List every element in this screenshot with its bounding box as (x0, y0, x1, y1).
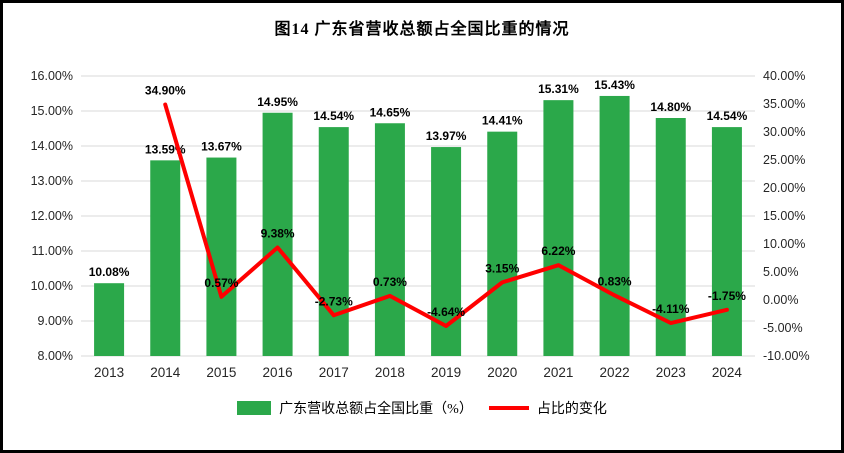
line-value-label: -4.11% (652, 302, 690, 316)
right-axis-tick-label: 25.00% (763, 153, 805, 167)
bar-value-label: 14.80% (650, 100, 691, 114)
line-value-label: 9.38% (261, 226, 295, 240)
legend-item-line: 占比的变化 (488, 398, 607, 418)
line-series-label: 占比的变化 (536, 402, 607, 417)
x-axis-label: 2018 (375, 365, 405, 380)
x-axis-label: 2013 (94, 365, 124, 380)
bar (711, 127, 742, 356)
x-axis-label: 2021 (543, 365, 573, 380)
left-axis-tick-label: 9.00% (38, 314, 73, 328)
line-value-label: -2.73% (315, 294, 353, 308)
bar-value-label: 15.31% (538, 82, 579, 96)
x-axis-label: 2020 (487, 365, 517, 380)
x-axis-label: 2015 (206, 365, 236, 380)
left-axis-tick-label: 12.00% (31, 209, 73, 223)
bar-value-label: 14.65% (370, 105, 411, 119)
right-axis-tick-label: 40.00% (763, 69, 805, 83)
left-axis-tick-label: 11.00% (32, 244, 73, 258)
bar (262, 112, 293, 356)
bar-value-label: 14.95% (257, 95, 298, 109)
line-value-label: 0.83% (598, 274, 632, 288)
bar-value-label: 14.54% (707, 109, 748, 123)
legend: 广东营收总额占全国比重（%） 占比的变化 (3, 398, 841, 418)
bar (374, 123, 405, 356)
line-value-label: 0.57% (204, 276, 238, 290)
bar-value-label: 14.54% (313, 109, 354, 123)
bar (94, 283, 125, 356)
bar-value-label: 10.08% (89, 265, 130, 279)
left-axis-tick-label: 8.00% (38, 349, 73, 363)
x-axis-label: 2022 (600, 365, 630, 380)
line-value-label: 6.22% (541, 244, 575, 258)
right-axis-tick-label: 5.00% (763, 265, 798, 279)
bar-value-label: 13.97% (426, 129, 467, 143)
x-axis-label: 2017 (319, 365, 349, 380)
line-value-label: -1.75% (708, 289, 746, 303)
left-axis-tick-label: 10.00% (31, 279, 73, 293)
x-axis-label: 2016 (263, 365, 293, 380)
right-axis-tick-label: 0.00% (763, 293, 798, 307)
line-value-label: -4.64% (427, 305, 465, 319)
x-axis-label: 2014 (150, 365, 181, 380)
left-axis-tick-label: 13.00% (31, 174, 73, 188)
bar (543, 100, 574, 357)
bar (599, 95, 630, 356)
chart-title: 图14 广东省营收总额占全国比重的情况 (274, 21, 570, 38)
right-axis-tick-label: 15.00% (763, 209, 805, 223)
line-value-label: 0.73% (373, 275, 407, 289)
legend-item-bars: 广东营收总额占全国比重（%） (237, 398, 473, 418)
right-axis-tick-label: -5.00% (763, 321, 803, 335)
right-axis-tick-label: 30.00% (763, 125, 805, 139)
line-value-label: 3.15% (485, 261, 519, 275)
line-value-label: 34.90% (145, 84, 186, 98)
bar (318, 127, 349, 356)
x-axis-label: 2024 (712, 365, 743, 380)
line-series-swatch-icon (488, 406, 529, 410)
bar-series-swatch-icon (237, 401, 272, 415)
right-axis-tick-label: 20.00% (763, 181, 805, 195)
bar-value-label: 15.43% (594, 78, 635, 92)
left-axis-tick-label: 16.00% (31, 69, 73, 83)
right-axis-tick-label: 35.00% (763, 97, 805, 111)
bar-value-label: 14.41% (482, 114, 523, 128)
bar (150, 160, 181, 356)
bar (487, 131, 518, 356)
bar-value-label: 13.67% (201, 140, 242, 154)
right-axis-tick-label: 10.00% (763, 237, 805, 251)
bar-series-label: 广东营收总额占全国比重（%） (279, 402, 473, 417)
left-axis-tick-label: 14.00% (31, 139, 73, 153)
x-axis-label: 2019 (431, 365, 461, 380)
chart-canvas: 8.00% 9.00% 10.00% 11.00% 12.00% 13.00% 14.00%… (31, 69, 810, 380)
left-axis-tick-label: 15.00% (31, 104, 73, 118)
x-axis-label: 2023 (656, 365, 686, 380)
right-axis-tick-label: -10.00% (763, 349, 810, 363)
line-series-path (163, 102, 729, 328)
